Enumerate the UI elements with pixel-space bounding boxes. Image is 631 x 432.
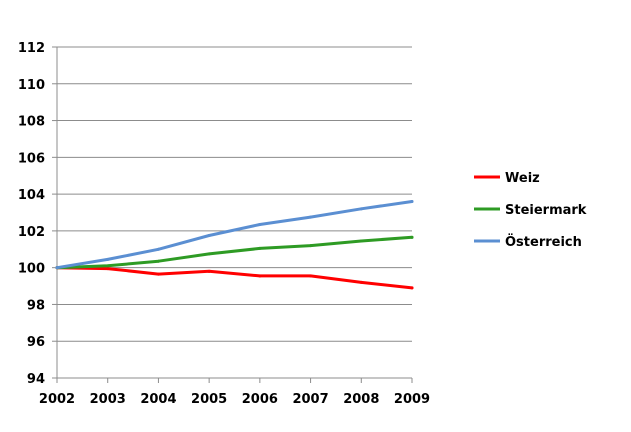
series-lines	[55, 199, 414, 290]
data-point	[106, 257, 110, 261]
series-line--sterreich	[55, 200, 414, 270]
data-point	[410, 235, 414, 239]
y-tick-label: 106	[18, 151, 45, 166]
x-tick-label: 2008	[343, 392, 379, 407]
data-point	[309, 274, 313, 278]
data-point	[410, 286, 414, 290]
y-tick-label: 96	[27, 335, 45, 350]
legend: Weiz Steiermark Österreich	[474, 171, 587, 250]
axes	[56, 47, 412, 379]
x-tick-label: 2003	[90, 392, 126, 407]
series-line-weiz	[55, 266, 414, 290]
data-point	[359, 280, 363, 284]
legend-label: Steiermark	[505, 203, 587, 218]
data-point	[258, 274, 262, 278]
data-point	[207, 269, 211, 273]
x-axis-ticks: 2002 2003 2004 2005 2006 2007 2008 2009	[39, 378, 430, 407]
y-tick-label: 108	[18, 115, 45, 130]
y-tick-label: 104	[18, 188, 45, 203]
y-axis-ticks: 94 96 98 100 102 104 106 108 110 112	[18, 41, 57, 387]
legend-label: Weiz	[505, 171, 540, 186]
y-tick-label: 100	[18, 262, 45, 277]
data-point	[156, 247, 160, 251]
data-point	[309, 215, 313, 219]
x-tick-label: 2002	[39, 392, 75, 407]
y-tick-label: 110	[18, 78, 45, 93]
data-point	[106, 267, 110, 271]
y-tick-label: 102	[18, 225, 45, 240]
x-tick-label: 2006	[242, 392, 278, 407]
series-line-steiermark	[55, 235, 414, 270]
x-tick-label: 2005	[191, 392, 227, 407]
data-point	[359, 239, 363, 243]
data-point	[156, 259, 160, 263]
data-point	[359, 207, 363, 211]
data-point	[106, 264, 110, 268]
data-point	[410, 199, 414, 203]
gridlines	[57, 46, 412, 342]
x-tick-label: 2009	[394, 392, 430, 407]
data-point	[309, 244, 313, 248]
legend-label: Österreich	[505, 234, 582, 250]
data-point	[156, 272, 160, 276]
data-point	[258, 222, 262, 226]
y-tick-label: 112	[18, 41, 45, 56]
y-tick-label: 98	[27, 298, 45, 313]
x-tick-label: 2007	[292, 392, 328, 407]
data-point	[207, 252, 211, 256]
x-tick-label: 2004	[140, 392, 176, 407]
y-tick-label: 94	[27, 372, 45, 387]
data-point	[258, 246, 262, 250]
data-point	[207, 233, 211, 237]
data-point	[55, 266, 59, 270]
